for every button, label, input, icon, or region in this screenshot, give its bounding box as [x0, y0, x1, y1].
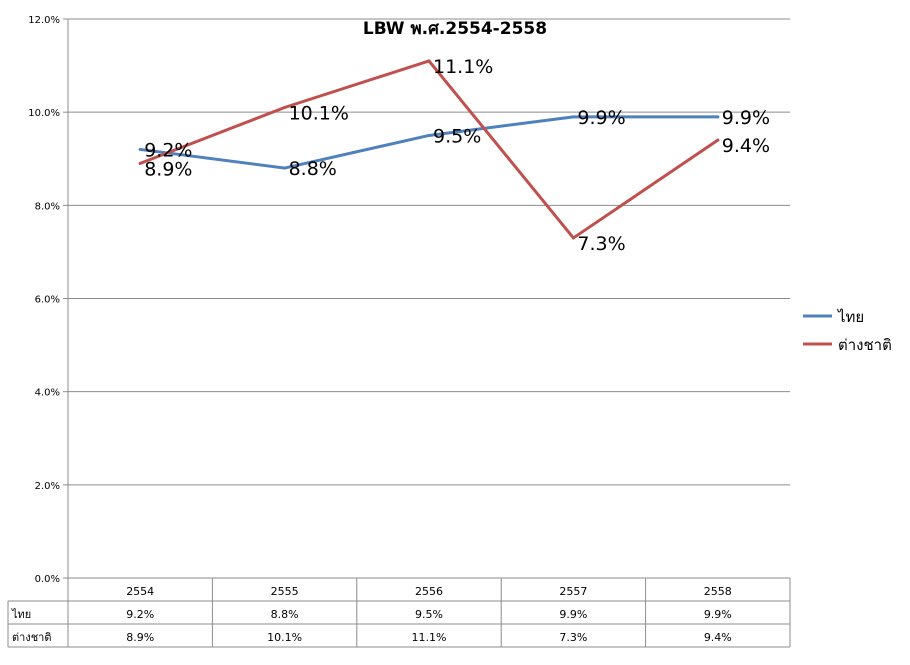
data-label: 9.9%	[722, 107, 770, 129]
data-point	[571, 115, 575, 119]
table-cell: 9.9%	[704, 608, 732, 621]
y-tick-label: 4.0%	[35, 388, 60, 399]
y-tick-label: 10.0%	[28, 108, 60, 119]
x-category-label: 2556	[415, 585, 443, 598]
data-point	[138, 147, 142, 151]
table-cell: 9.5%	[415, 608, 443, 621]
y-tick-label: 12.0%	[28, 15, 60, 26]
table-series-name: ไทย	[11, 608, 31, 621]
data-point	[427, 133, 431, 137]
data-label: 10.1%	[289, 103, 349, 125]
y-tick-label: 2.0%	[35, 481, 60, 492]
table-cell: 8.9%	[126, 631, 154, 644]
data-point	[283, 166, 287, 170]
data-point	[716, 115, 720, 119]
legend-label: ไทย	[837, 308, 864, 326]
table-cell: 9.4%	[704, 631, 732, 644]
data-label: 8.9%	[144, 158, 192, 180]
table-cell: 9.9%	[559, 608, 587, 621]
data-label: 9.9%	[577, 107, 625, 129]
x-category-label: 2555	[271, 585, 299, 598]
chart-title: LBW พ.ศ.2554-2558	[363, 19, 547, 39]
data-point	[427, 59, 431, 63]
y-tick-label: 6.0%	[35, 295, 60, 306]
x-category-label: 2557	[559, 585, 587, 598]
data-point	[571, 236, 575, 240]
table-cell: 11.1%	[412, 631, 447, 644]
x-category-label: 2558	[704, 585, 732, 598]
data-label: 7.3%	[577, 233, 625, 255]
y-tick-label: 0.0%	[35, 574, 60, 585]
data-label: 9.4%	[722, 135, 770, 157]
table-cell: 7.3%	[559, 631, 587, 644]
table-series-name: ต่างชาติ	[12, 631, 51, 644]
data-label: 8.8%	[289, 158, 337, 180]
data-point	[283, 106, 287, 110]
series-line	[138, 115, 720, 170]
data-label: 9.5%	[433, 125, 481, 147]
data-label: 11.1%	[433, 56, 493, 78]
data-label: 9.2%	[144, 139, 192, 161]
x-category-label: 2554	[126, 585, 154, 598]
table-cell: 8.8%	[271, 608, 299, 621]
series-line	[138, 59, 720, 240]
data-point	[716, 138, 720, 142]
legend-label: ต่างชาติ	[838, 336, 892, 354]
table-cell: 10.1%	[267, 631, 302, 644]
y-tick-label: 8.0%	[35, 201, 60, 212]
data-point	[138, 161, 142, 165]
table-cell: 9.2%	[126, 608, 154, 621]
